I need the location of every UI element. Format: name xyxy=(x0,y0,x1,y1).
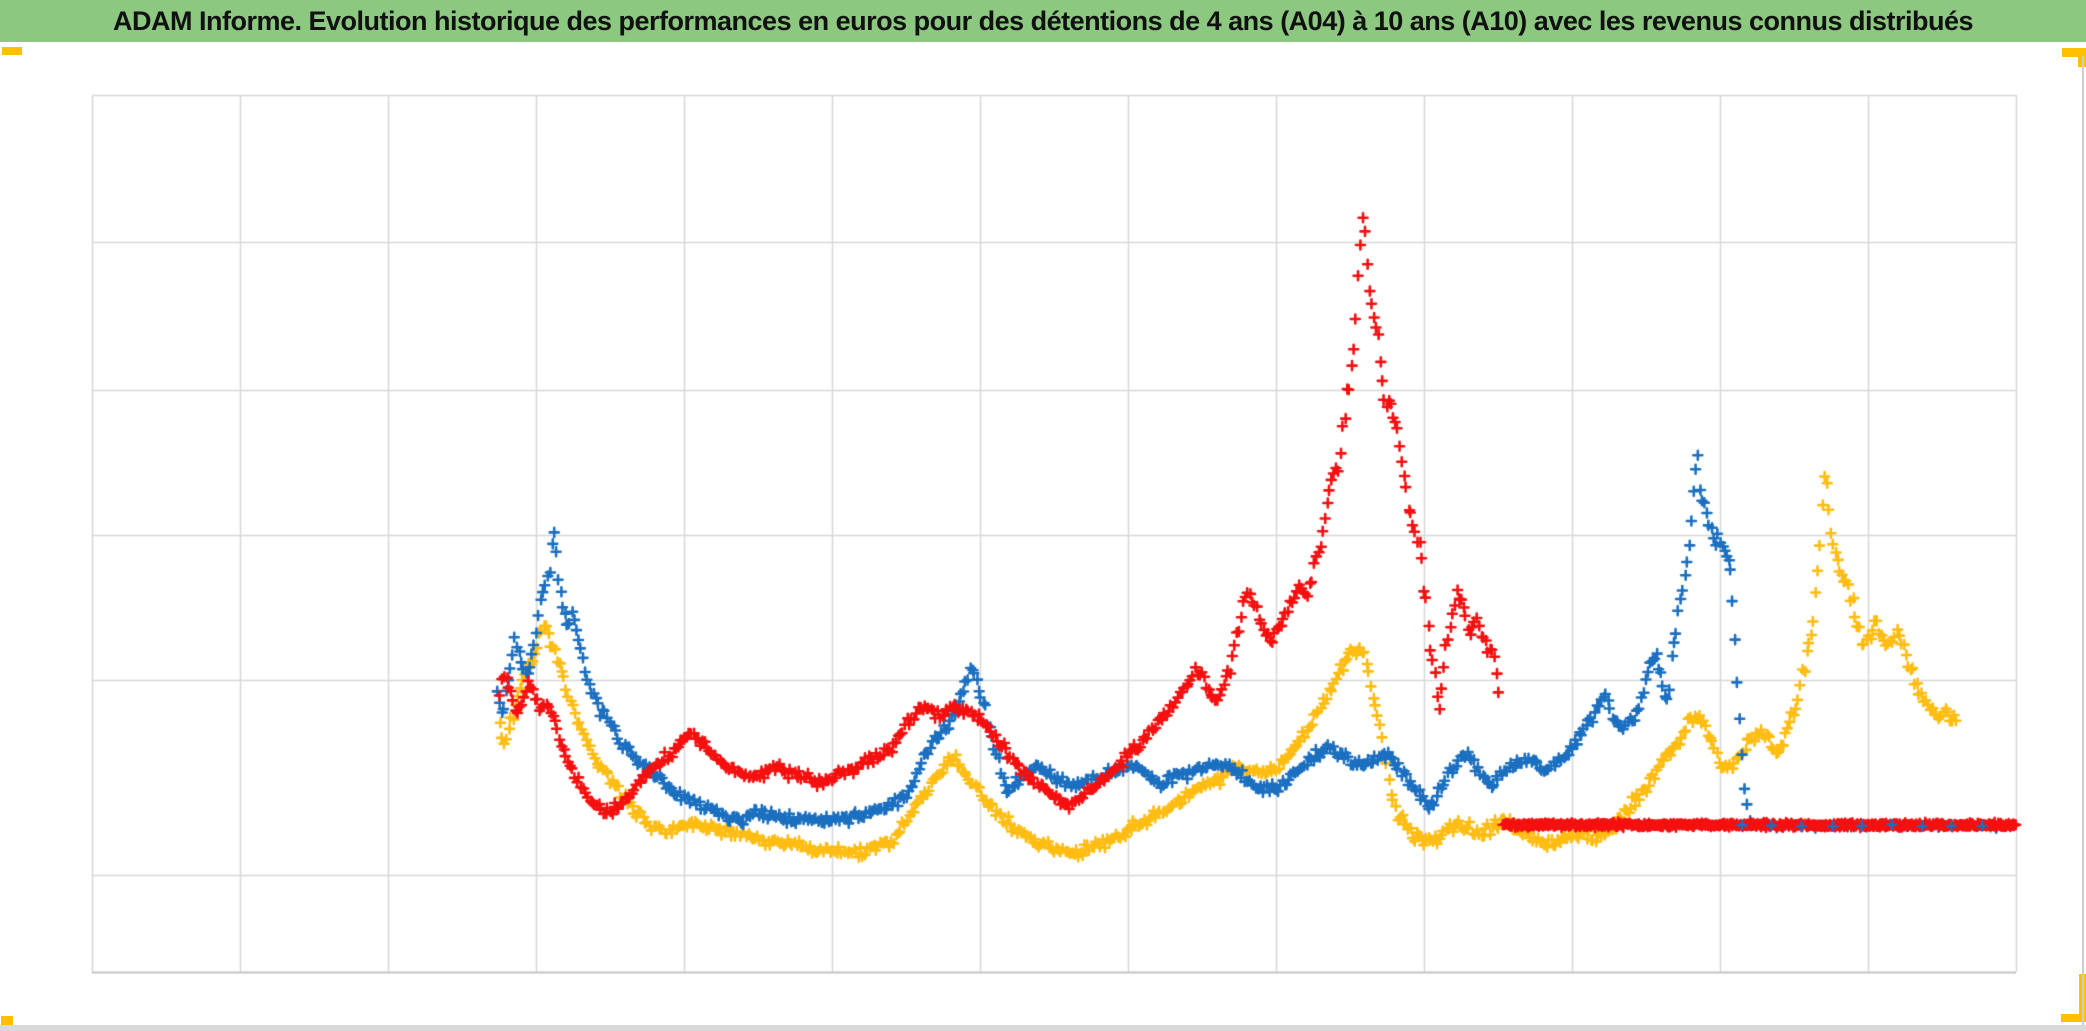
selection-handle-top-left xyxy=(2,47,22,55)
chart-title: ADAM Informe. Evolution historique des p… xyxy=(112,5,1974,36)
horizontal-scrollbar[interactable] xyxy=(0,1025,2086,1031)
selection-handle-bottom-left xyxy=(1,1016,13,1027)
selection-handle-bottom-right-h xyxy=(2061,1014,2086,1022)
selection-handle-top-right-h xyxy=(2062,48,2086,57)
window-right-edge xyxy=(2082,56,2084,1026)
chart-title-bar: ADAM Informe. Evolution historique des p… xyxy=(0,0,2086,42)
